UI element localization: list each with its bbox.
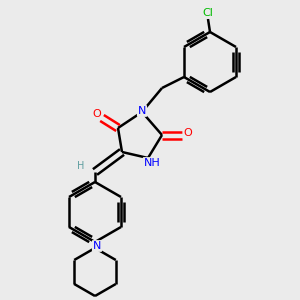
- Text: N: N: [93, 241, 101, 251]
- Text: O: O: [93, 109, 101, 119]
- Text: NH: NH: [144, 158, 160, 168]
- Text: Cl: Cl: [202, 8, 213, 18]
- Text: H: H: [77, 161, 85, 171]
- Text: O: O: [184, 128, 192, 138]
- Text: N: N: [138, 106, 146, 116]
